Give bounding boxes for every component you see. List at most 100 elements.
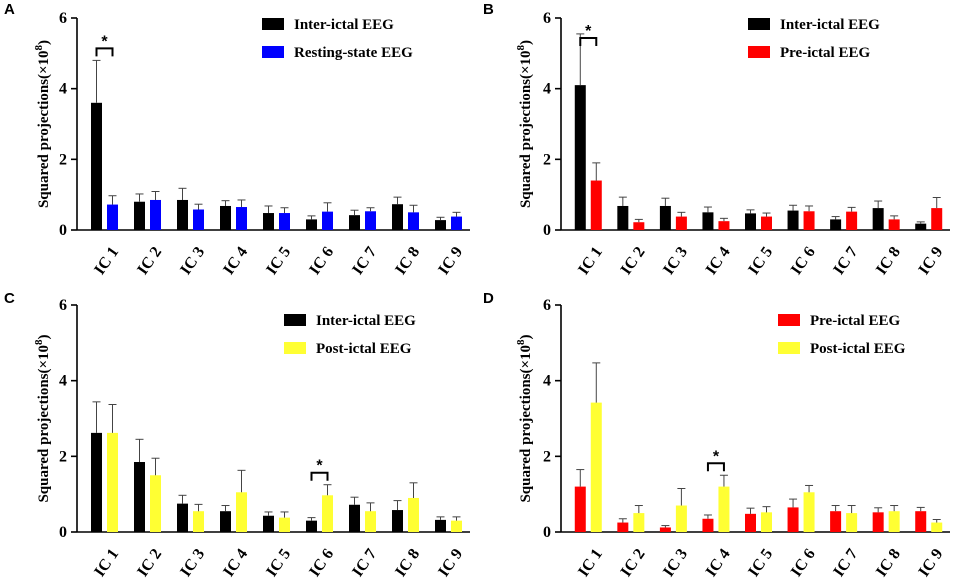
legend-label: Pre-ictal EEG bbox=[810, 313, 900, 329]
bar-inter-ictal-eeg-ic3 bbox=[659, 205, 671, 230]
legend-swatch bbox=[748, 18, 770, 30]
y-tick-label: 2 bbox=[543, 448, 551, 465]
bar-post-ictal-eeg-ic8 bbox=[408, 497, 419, 532]
bar-post-ictal-eeg-ic9 bbox=[931, 522, 943, 532]
x-tick-label: IC 5 bbox=[745, 244, 776, 278]
panel-letter: A bbox=[4, 1, 15, 18]
bar-inter-ictal-eeg-ic4 bbox=[702, 212, 714, 230]
x-tick-label: IC 6 bbox=[788, 546, 819, 580]
x-tick-label: IC 9 bbox=[435, 546, 466, 580]
y-axis-label-close: ) bbox=[518, 40, 534, 45]
significance-star: * bbox=[316, 458, 323, 475]
chart-panel-a: A 0 2 4 6 Squared projections(×108) IC 1 IC 2 IC… bbox=[4, 1, 470, 278]
bar-inter-ictal-eeg-ic2 bbox=[617, 205, 629, 230]
y-tick-label: 4 bbox=[59, 373, 67, 390]
bar-pre-ictal-eeg-ic9 bbox=[931, 208, 943, 230]
bar-inter-ictal-eeg-ic7 bbox=[349, 504, 360, 532]
bar-post-ictal-eeg-ic9 bbox=[451, 520, 462, 532]
bar-inter-ictal-eeg-ic9 bbox=[435, 519, 446, 532]
bar-pre-ictal-eeg-ic1 bbox=[590, 180, 602, 230]
bar-post-ictal-eeg-ic3 bbox=[193, 511, 204, 532]
legend-swatch bbox=[262, 18, 284, 30]
x-tick-label: IC 2 bbox=[134, 546, 165, 580]
y-axis-label-main: Squared projections(×10 bbox=[518, 50, 534, 208]
x-tick-label: IC 6 bbox=[788, 244, 819, 278]
x-tick-label: IC 8 bbox=[873, 244, 904, 278]
bar-resting-state-eeg-ic9 bbox=[451, 216, 462, 230]
x-tick-label: IC 2 bbox=[618, 546, 649, 580]
legend-label: Post-ictal EEG bbox=[316, 341, 412, 357]
legend-label: Inter-ictal EEG bbox=[294, 17, 394, 33]
chart-panel-d: D 0 2 4 6 Squared projections(×108) IC 1 IC 2 IC… bbox=[483, 290, 950, 580]
bar-inter-ictal-eeg-ic1 bbox=[574, 85, 586, 230]
bar-inter-ictal-eeg-ic7 bbox=[349, 215, 360, 230]
bar-pre-ictal-eeg-ic6 bbox=[787, 507, 799, 532]
bar-post-ictal-eeg-ic5 bbox=[761, 512, 772, 532]
bar-inter-ictal-eeg-ic8 bbox=[872, 208, 884, 230]
x-tick-label: IC 9 bbox=[435, 244, 466, 278]
x-tick-label: IC 4 bbox=[703, 546, 734, 580]
y-axis-label-main: Squared projections(×10 bbox=[36, 345, 52, 503]
bar-resting-state-eeg-ic1 bbox=[107, 204, 118, 230]
legend-swatch bbox=[778, 314, 800, 326]
bar-post-ictal-eeg-ic7 bbox=[365, 511, 376, 532]
significance-bracket bbox=[310, 471, 329, 481]
legend-label: Inter-ictal EEG bbox=[316, 313, 416, 329]
y-tick-label: 0 bbox=[59, 524, 67, 541]
chart-panel-b: B 0 2 4 6 Squared projections(×108) IC 1 IC 2 IC… bbox=[483, 1, 950, 278]
y-axis-label-main: Squared projections(×10 bbox=[518, 345, 534, 503]
bar-pre-ictal-eeg-ic3 bbox=[659, 527, 671, 532]
chart-panel-c: C 0 2 4 6 Squared projections(×108) IC 1 IC 2 IC… bbox=[4, 290, 470, 580]
bar-pre-ictal-eeg-ic2 bbox=[617, 522, 629, 532]
bar-inter-ictal-eeg-ic8 bbox=[392, 510, 403, 532]
x-tick-label: IC 1 bbox=[575, 546, 606, 580]
bar-resting-state-eeg-ic2 bbox=[150, 199, 161, 230]
y-axis-label-close: ) bbox=[518, 334, 534, 339]
y-tick-label: 0 bbox=[543, 222, 551, 239]
x-tick-label: IC 8 bbox=[873, 546, 904, 580]
bar-post-ictal-eeg-ic2 bbox=[150, 475, 161, 532]
bar-inter-ictal-eeg-ic3 bbox=[177, 503, 188, 532]
bar-post-ictal-eeg-ic8 bbox=[888, 511, 900, 532]
bar-inter-ictal-eeg-ic4 bbox=[220, 205, 231, 230]
bar-resting-state-eeg-ic8 bbox=[408, 212, 419, 230]
y-tick-label: 4 bbox=[59, 81, 67, 98]
bar-resting-state-eeg-ic7 bbox=[365, 211, 376, 230]
legend-label: Post-ictal EEG bbox=[810, 341, 906, 357]
x-tick-label: IC 9 bbox=[915, 244, 946, 278]
bar-inter-ictal-eeg-ic5 bbox=[263, 213, 274, 230]
significance-bracket bbox=[706, 462, 725, 472]
y-tick-label: 6 bbox=[59, 297, 67, 314]
significance-star: * bbox=[713, 448, 720, 465]
panel-letter: C bbox=[4, 290, 15, 307]
bar-pre-ictal-eeg-ic5 bbox=[761, 216, 772, 230]
bar-inter-ictal-eeg-ic1 bbox=[91, 432, 102, 532]
y-axis-label-close: ) bbox=[36, 334, 52, 339]
bar-pre-ictal-eeg-ic2 bbox=[633, 222, 645, 230]
bar-pre-ictal-eeg-ic1 bbox=[574, 486, 586, 532]
bar-post-ictal-eeg-ic7 bbox=[846, 513, 858, 532]
x-tick-label: IC 5 bbox=[745, 546, 776, 580]
legend-swatch bbox=[748, 46, 770, 58]
legend-label: Resting-state EEG bbox=[294, 45, 413, 61]
x-tick-label: IC 8 bbox=[392, 546, 423, 580]
bar-inter-ictal-eeg-ic2 bbox=[134, 462, 145, 532]
x-tick-label: IC 4 bbox=[220, 244, 251, 278]
bar-post-ictal-eeg-ic6 bbox=[803, 492, 815, 532]
bar-inter-ictal-eeg-ic6 bbox=[306, 520, 317, 532]
y-axis-label-exponent: 8 bbox=[515, 339, 527, 345]
x-tick-label: IC 5 bbox=[263, 244, 294, 278]
x-tick-label: IC 9 bbox=[915, 546, 946, 580]
bar-pre-ictal-eeg-ic4 bbox=[718, 221, 730, 230]
bar-pre-ictal-eeg-ic5 bbox=[745, 513, 756, 532]
legend-label: Inter-ictal EEG bbox=[780, 17, 880, 33]
x-tick-label: IC 7 bbox=[830, 546, 861, 580]
bar-pre-ictal-eeg-ic7 bbox=[846, 211, 858, 230]
significance-bracket bbox=[579, 37, 598, 46]
bar-post-ictal-eeg-ic5 bbox=[279, 517, 290, 532]
bar-inter-ictal-eeg-ic1 bbox=[91, 102, 102, 230]
x-tick-label: IC 7 bbox=[830, 244, 861, 278]
y-axis-label: Squared projections(×108) bbox=[33, 40, 52, 208]
x-tick-label: IC 4 bbox=[220, 546, 251, 580]
y-tick-label: 2 bbox=[543, 151, 551, 168]
